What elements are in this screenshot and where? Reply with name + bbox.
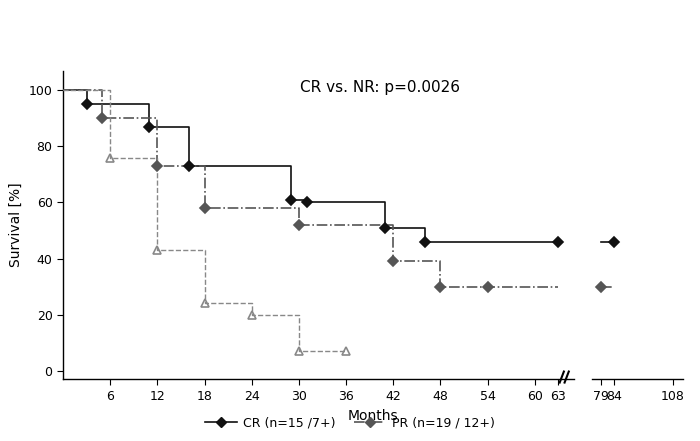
Y-axis label: Survival [%]: Survival [%] <box>9 183 23 267</box>
Legend: CR (n=15 /7+), PR (n=19 / 12+): CR (n=15 /7+), PR (n=19 / 12+) <box>200 412 500 435</box>
Text: Months: Months <box>347 409 398 423</box>
Text: CR vs. NR: p=0.0026: CR vs. NR: p=0.0026 <box>300 80 460 95</box>
Legend: NR (n= 21/ 19+): NR (n= 21/ 19+) <box>148 438 300 441</box>
